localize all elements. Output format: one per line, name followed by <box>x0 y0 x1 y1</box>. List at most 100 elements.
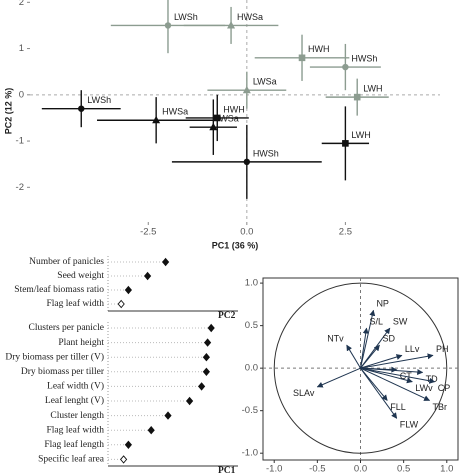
loading-arrow <box>360 367 398 419</box>
x-tick-label: 0.0 <box>240 227 253 238</box>
loading-label: SLAv <box>293 388 315 398</box>
dot <box>202 367 210 376</box>
unit-circle <box>273 282 448 454</box>
loading-arrow <box>360 367 413 384</box>
y-tick-label: 1.0 <box>245 278 258 289</box>
y-tick-label: -1 <box>16 136 24 147</box>
x-tick-label: 1.0 <box>440 464 453 474</box>
loading-arrow <box>360 367 436 384</box>
x-tick-label: -1.0 <box>266 464 282 474</box>
loading-label: S/L <box>370 317 384 327</box>
loading-arrow <box>360 354 403 369</box>
point-label: LWH <box>351 130 370 140</box>
loading-label: FLL <box>390 402 406 412</box>
y-tick-label: 0.5 <box>245 320 258 331</box>
dot <box>198 382 206 391</box>
point-label: LWSh <box>174 12 198 22</box>
loading-arrow <box>360 367 424 376</box>
x-tick-label: -2.5 <box>140 227 156 238</box>
row-label: Leaf lenght (V) <box>45 395 104 406</box>
dot <box>204 338 212 347</box>
point <box>342 63 349 71</box>
x-tick-label: 2.5 <box>339 227 352 238</box>
y-tick-label: -1.0 <box>242 448 258 459</box>
dot <box>117 299 125 309</box>
loading-label: SD <box>382 334 395 344</box>
row-label: Number of panicles <box>29 256 104 267</box>
point <box>209 122 218 131</box>
loading-label: CP <box>438 383 451 393</box>
loading-label: NP <box>376 299 389 309</box>
y-tick-label: -0.5 <box>242 405 258 416</box>
loading-arrow <box>360 309 376 369</box>
loading-label: NTv <box>327 334 344 344</box>
point-label: WSa <box>219 114 239 124</box>
point-label: HWSa <box>162 107 188 117</box>
loading-label: TBr <box>433 402 448 412</box>
dot <box>202 353 210 362</box>
dot <box>162 257 170 267</box>
point <box>342 140 349 147</box>
point <box>78 105 85 112</box>
y-tick-label: 1 <box>19 43 24 54</box>
loading-arrow <box>360 367 431 401</box>
point <box>243 158 251 166</box>
dot <box>144 271 152 281</box>
loading-arrow <box>346 344 361 369</box>
dot <box>120 455 128 464</box>
row-label: Clusters per panicle <box>29 323 104 333</box>
loading-label: FLW <box>400 420 419 430</box>
point <box>213 114 221 122</box>
point-label: LWSa <box>253 77 277 87</box>
point <box>152 115 161 124</box>
loading-arrow <box>360 344 380 369</box>
point <box>298 54 306 62</box>
dot <box>207 323 215 333</box>
y-tick-label: 0 <box>19 89 24 100</box>
row-label: Stem/leaf biomass ratio <box>14 284 104 295</box>
y-tick-label: -2 <box>16 182 24 193</box>
point <box>353 93 361 101</box>
row-label: Dry biomass per tiller <box>21 367 105 377</box>
dot <box>124 440 132 449</box>
x-tick-label: 0.0 <box>354 464 367 474</box>
dot <box>186 396 194 406</box>
row-label: Specific leaf area <box>38 454 105 465</box>
loading-label: PH <box>436 344 449 354</box>
dot <box>124 285 132 295</box>
loading-arrow <box>360 353 434 369</box>
panel-title: PC2 <box>218 311 236 321</box>
point <box>164 22 172 29</box>
row-label: Leaf width (V) <box>47 381 104 392</box>
loading-label: LLv <box>405 344 420 354</box>
loading-label: SW <box>393 317 408 327</box>
loading-arrow <box>360 327 369 369</box>
point-label: HWH <box>223 104 245 114</box>
row-label: Flag leaf width <box>46 424 104 435</box>
point <box>227 20 236 29</box>
point-label: HWSh <box>351 53 377 63</box>
x-axis-label: PC1 (36 %) <box>212 240 259 250</box>
row-label: Seed weight <box>57 271 104 281</box>
point-label: LWSh <box>87 95 111 105</box>
dot <box>147 426 155 435</box>
point-label: LWH <box>363 84 382 94</box>
x-tick-label: -0.5 <box>309 464 325 474</box>
x-tick-label: 0.5 <box>397 464 410 474</box>
row-label: Dry biomass per tiller (V) <box>5 351 104 362</box>
row-label: Cluster length <box>50 411 104 421</box>
row-label: Flag leaf width <box>46 298 104 309</box>
row-label: Plant height <box>58 338 104 348</box>
point-label: HWSh <box>253 148 279 158</box>
point <box>242 85 251 94</box>
y-tick-label: 2 <box>19 0 24 8</box>
point-label: HWH <box>308 44 330 54</box>
loading-arrow <box>316 367 361 388</box>
y-axis-label: PC2 (12 %) <box>3 88 13 135</box>
loading-label: LWv <box>415 383 433 393</box>
panel-title: PC1 <box>218 466 236 474</box>
point-label: HWSa <box>237 12 263 22</box>
y-tick-label: 0.0 <box>245 363 258 374</box>
dot <box>164 411 172 420</box>
